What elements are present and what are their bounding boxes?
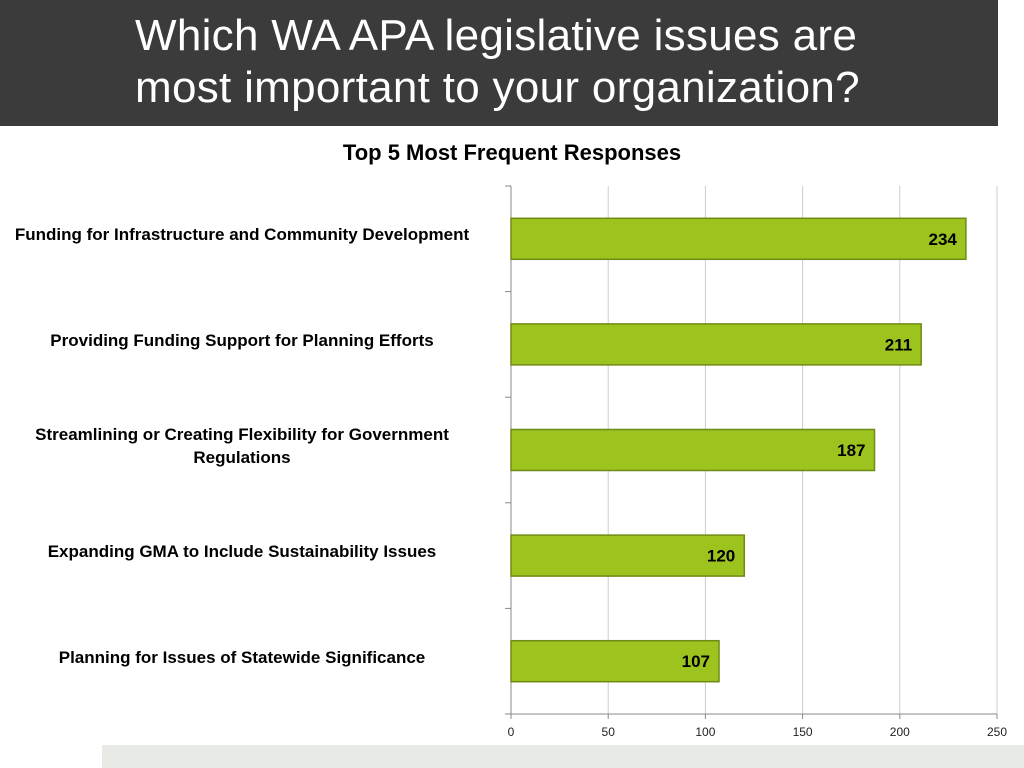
bar (510, 534, 746, 577)
slide-title: Which WA APA legislative issues are most… (135, 11, 860, 112)
title-band: Which WA APA legislative issues are most… (0, 0, 998, 126)
bar-value-label: 187 (837, 441, 865, 460)
bar-value-label: 234 (929, 230, 958, 249)
x-tick-label: 100 (695, 725, 715, 739)
category-label: Planning for Issues of Statewide Signifi… (58, 647, 426, 667)
bar-value-label: 107 (682, 652, 710, 671)
category-label: Providing Funding Support for Planning E… (50, 330, 434, 350)
chart-title: Top 5 Most Frequent Responses (342, 140, 682, 165)
x-tick-label: 200 (890, 725, 910, 739)
x-tick-label: 250 (987, 725, 1007, 739)
category-label: Funding for Infrastructure and Community… (14, 225, 470, 245)
category-label: Streamlining or Creating Flexibility for… (35, 425, 449, 467)
bar (510, 639, 720, 683)
bar-value-label: 211 (885, 335, 912, 354)
x-tick-label: 0 (508, 725, 515, 739)
category-label: Expanding GMA to Include Sustainability … (47, 542, 437, 562)
x-tick-label: 50 (602, 725, 616, 739)
footer-bar (102, 745, 1024, 768)
x-tick-label: 150 (793, 725, 813, 739)
bar (510, 428, 876, 472)
bar (510, 323, 922, 366)
bar (510, 217, 967, 261)
bar-value-label: 120 (707, 547, 735, 566)
